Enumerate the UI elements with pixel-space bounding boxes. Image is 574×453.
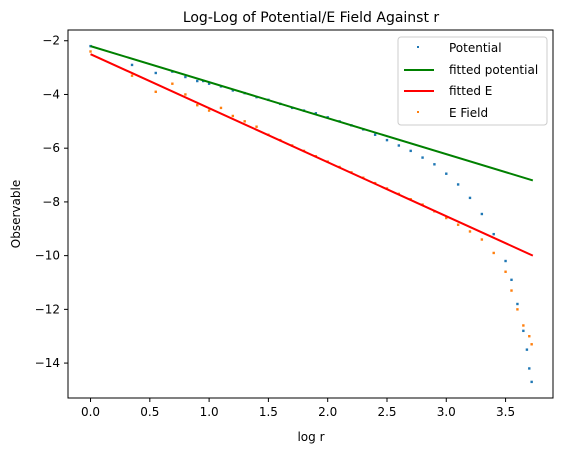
y-tick-label: −8 [42,195,60,209]
point-potential [386,139,388,141]
point-e-field [481,238,483,240]
point-e-field [255,126,257,128]
point-e-field [510,289,512,291]
x-tick-label: 1.5 [259,405,278,419]
point-e-field [493,252,495,254]
point-potential [510,279,512,281]
point-e-field [522,324,524,326]
point-e-field [89,50,91,52]
legend-marker-potential [417,46,419,48]
x-tick-label: 0.0 [81,405,100,419]
y-tick-label: −4 [42,87,60,101]
legend-label-potential: Potential [449,41,502,55]
point-potential [410,150,412,152]
y-tick-label: −2 [42,34,60,48]
legend-marker-e-field [417,111,419,113]
point-e-field [469,230,471,232]
y-tick-label: −12 [35,302,60,316]
point-potential [504,260,506,262]
point-e-field [457,224,459,226]
point-e-field [131,74,133,76]
point-e-field [528,335,530,337]
point-potential [445,173,447,175]
point-potential [469,197,471,199]
x-axis: 0.0 0.5 1.0 1.5 2.0 2.5 3.0 3.5 [81,398,515,419]
point-e-field [155,91,157,93]
chart-title: Log-Log of Potential/E Field Against r [183,10,440,26]
point-potential [493,233,495,235]
point-potential [398,144,400,146]
point-potential [481,213,483,215]
x-axis-label: log r [297,430,324,444]
point-e-field [208,109,210,111]
y-tick-label: −6 [42,141,60,155]
legend-label-fitted-e: fitted E [449,84,492,98]
y-tick-label: −10 [35,249,60,263]
point-e-field [184,93,186,95]
legend: Potential fitted potential fitted E E Fi… [398,37,547,125]
point-potential [516,303,518,305]
point-e-field [171,83,173,85]
point-e-field [220,107,222,109]
point-e-field [232,115,234,117]
point-e-field [530,343,532,345]
point-potential [522,330,524,332]
x-tick-label: 3.0 [437,405,456,419]
point-potential [530,381,532,383]
legend-label-fitted-potential: fitted potential [449,63,538,77]
point-potential [528,367,530,369]
point-e-field [196,104,198,106]
point-potential [131,64,133,66]
point-potential [421,156,423,158]
y-axis-label: Observable [9,180,23,248]
point-potential [155,72,157,74]
point-potential [196,80,198,82]
point-potential [374,134,376,136]
y-axis: −2 −4 −6 −8 −10 −12 −14 [35,34,68,370]
x-tick-label: 3.5 [496,405,515,419]
point-potential [526,348,528,350]
point-potential [433,163,435,165]
x-tick-label: 2.0 [318,405,337,419]
x-tick-label: 0.5 [140,405,159,419]
y-tick-label: −14 [35,356,60,370]
point-e-field [516,308,518,310]
x-tick-label: 1.0 [200,405,219,419]
point-e-field [243,120,245,122]
legend-label-e-field: E Field [449,106,488,120]
point-potential [457,183,459,185]
x-tick-label: 2.5 [377,405,396,419]
point-e-field [504,271,506,273]
